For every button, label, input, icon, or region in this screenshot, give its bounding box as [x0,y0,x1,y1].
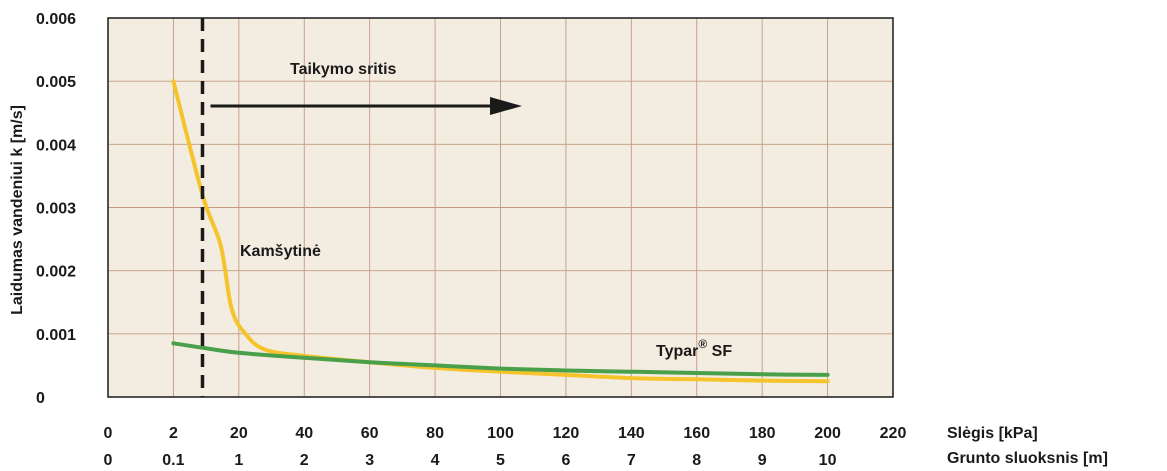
x-tick-labels: 0 2 20 40 60 80 100 120 140 160 180 200 220 [104,425,907,442]
x2-tick-label: 2 [300,452,309,469]
y-tick-label: 0.005 [36,74,76,91]
x2-tick-label: 5 [496,452,505,469]
application-label: Taikymo sritis [290,61,397,78]
y-tick-labels: 0 0.001 0.002 0.003 0.004 0.005 0.006 [36,11,76,407]
x2-tick-label: 3 [365,452,374,469]
x-tick-label: 120 [553,425,580,442]
y-tick-label: 0 [36,390,45,407]
x-axis-title: Slėgis [kPa] [947,425,1038,442]
x2-tick-label: 0 [104,452,113,469]
x2-tick-labels: 0 0.1 1 2 3 4 5 6 7 8 9 10 [104,452,837,469]
x2-tick-label: 9 [758,452,767,469]
x2-tick-label: 4 [431,452,440,469]
x2-tick-label: 1 [234,452,243,469]
x2-tick-label: 7 [627,452,636,469]
x-tick-label: 200 [814,425,841,442]
series-layer [171,79,830,384]
y-tick-label: 0.001 [36,327,76,344]
x-tick-label: 140 [618,425,645,442]
x-tick-label: 100 [487,425,514,442]
x-tick-label: 0 [104,425,113,442]
y-tick-label: 0.003 [36,201,76,218]
x-tick-label: 40 [295,425,313,442]
x2-tick-label: 6 [561,452,570,469]
x-tick-label: 180 [749,425,776,442]
x-tick-label: 2 [169,425,178,442]
y-tick-label: 0.002 [36,264,76,281]
x-tick-label: 220 [880,425,907,442]
x-axis-title-secondary: Grunto sluoksnis [m] [947,450,1108,467]
y-tick-label: 0.004 [36,137,76,154]
grid-lines [108,18,893,397]
plot-frame [107,17,894,398]
kamsytine-label: Kamšytinė [240,243,321,260]
application-arrow [210,97,522,115]
series-line-2 [171,341,830,377]
x-tick-label: 20 [230,425,248,442]
y-tick-label: 0.006 [36,11,76,28]
x2-tick-label: 10 [819,452,837,469]
x2-tick-label: 0.1 [162,452,184,469]
x-tick-label: 60 [361,425,379,442]
x-tick-label: 80 [426,425,444,442]
typar-label: Typar® SF [656,337,732,360]
y-axis-title: Laidumas vandeniui k [m/s] [9,105,26,315]
x-tick-label: 160 [683,425,710,442]
x2-tick-label: 8 [692,452,701,469]
